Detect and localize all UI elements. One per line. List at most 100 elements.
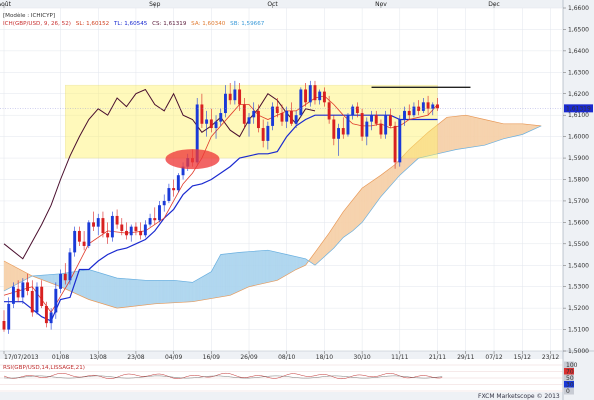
candle-body [35, 286, 39, 313]
candle-body [101, 218, 105, 234]
date-tick-label: 26/09 [240, 354, 257, 361]
cloud-segment [253, 250, 257, 286]
candle-body [125, 230, 128, 236]
candle-body [398, 119, 402, 163]
senkou-span-a-line [3, 114, 542, 309]
tenkan-sen-line [3, 95, 438, 314]
cloud-segment [6, 261, 9, 290]
cloud-segment [135, 279, 139, 307]
candle-body [426, 102, 430, 109]
cloud-segment [112, 276, 115, 308]
cloud-segment [387, 167, 391, 190]
cloud-segment [206, 272, 210, 300]
cloud-segment [463, 115, 466, 149]
oscillator-panel [0, 359, 563, 392]
cloud-segment [107, 275, 111, 307]
date-tick-label: 15/12 [514, 354, 531, 361]
cloud-segment [515, 123, 518, 137]
cloud-segment [484, 119, 488, 146]
cloud-segment [524, 123, 528, 134]
candle-body [374, 115, 378, 124]
cloud-segment [156, 280, 160, 304]
cloud-segment [171, 280, 174, 304]
indicator-header: ICH(GBP/USD, 9, 26, 52) SL: 1,60152 TL: … [3, 21, 265, 27]
cloud-segment [105, 274, 108, 306]
candle-body [238, 89, 242, 105]
candle-body [266, 125, 270, 141]
candle-body [351, 106, 355, 116]
cloud-segment [173, 280, 177, 303]
cloud-segment [460, 115, 464, 149]
cloud-segment [284, 253, 287, 277]
last-price-label: 1,61319 [566, 105, 591, 112]
cloud-segment [498, 122, 502, 141]
kijun-sen-line [4, 114, 438, 322]
date-tick-label: 23/12 [542, 354, 559, 361]
cloud-segment [86, 269, 89, 300]
date-tick-label: 01/08 [52, 354, 69, 361]
cloud-segment [475, 117, 478, 147]
oscillator-level-label: 0 [566, 388, 570, 395]
cloud-segment [357, 190, 360, 228]
price-tick-label: 1,6400 [568, 48, 589, 55]
candle-body [219, 113, 223, 122]
cloud-segment [83, 269, 87, 299]
cloud-segment [446, 116, 450, 152]
candle-body [365, 121, 369, 137]
cloud-segment [270, 250, 273, 283]
oscillator-level-tag [564, 387, 574, 395]
candle-body [271, 106, 275, 126]
candle-body [384, 115, 388, 135]
indicator-sl: SL: 1,60152 [76, 21, 109, 27]
date-tick-label: 29/11 [457, 354, 474, 361]
date-tick-label: 04/09 [165, 354, 182, 361]
price-tick-label: 1,6200 [568, 91, 589, 98]
cloud-segment [20, 269, 23, 283]
cloud-segment [510, 123, 514, 138]
candle-body [412, 106, 416, 116]
candle-body [205, 119, 209, 124]
candle-body [26, 282, 30, 291]
cloud-segment [8, 263, 12, 289]
price-tick-label: 1,5300 [568, 284, 589, 291]
cloud-segment [486, 119, 490, 145]
cloud-segment [88, 269, 92, 301]
cloud-segment [272, 251, 276, 282]
cloud-segment [369, 181, 372, 214]
cloud-segment [234, 252, 238, 294]
cloud-segment [220, 254, 224, 298]
candle-body [176, 175, 180, 191]
candle-body [40, 286, 44, 306]
candle-body [275, 106, 279, 114]
candle-body [129, 226, 133, 236]
cloud-segment [95, 271, 99, 303]
cloud-segment [102, 273, 106, 305]
candle-body [289, 110, 293, 124]
cloud-segment [267, 250, 271, 283]
cloud-segment [383, 171, 386, 195]
candle-body [106, 233, 110, 238]
cloud-segment [149, 280, 153, 305]
cloud-segment [138, 279, 141, 306]
candle-body [49, 312, 53, 324]
cloud-segment [46, 274, 49, 283]
breakout-highlight [165, 149, 220, 170]
cloud-segment [517, 123, 521, 136]
cloud-segment [154, 280, 158, 304]
cloud-segment [286, 254, 290, 276]
oscillator-level-label: 30 [566, 382, 574, 389]
oscillator-level-tag [564, 374, 574, 382]
cloud-segment [197, 278, 200, 302]
cloud-segment [255, 250, 259, 286]
cloud-segment [180, 280, 184, 303]
senkou-span-b-line [3, 125, 542, 292]
cloud-segment [288, 254, 292, 274]
cloud-segment [93, 270, 97, 302]
cloud-segment [53, 274, 56, 286]
candle-body [346, 115, 350, 135]
candle-body [143, 224, 147, 236]
indicator-sa: SA: 1,60340 [191, 21, 226, 27]
date-tick-label: 21/11 [429, 354, 446, 361]
